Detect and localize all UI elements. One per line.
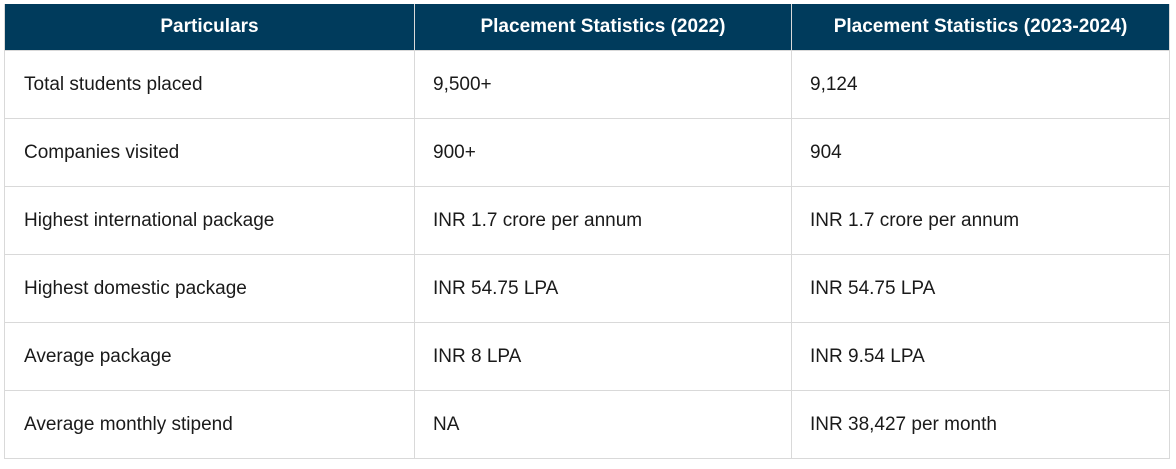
cell-2022: NA — [414, 390, 792, 459]
table-row: Total students placed 9,500+ 9,124 — [4, 50, 1170, 119]
table-header: Particulars Placement Statistics (2022) … — [4, 4, 1170, 51]
row-label: Companies visited — [4, 118, 415, 187]
row-label: Average package — [4, 322, 415, 391]
cell-2022: 900+ — [414, 118, 792, 187]
table-row: Highest international package INR 1.7 cr… — [4, 186, 1170, 255]
header-particulars: Particulars — [4, 4, 415, 51]
cell-2023-2024: 904 — [791, 118, 1170, 187]
placement-statistics-table-container: Particulars Placement Statistics (2022) … — [4, 4, 1170, 459]
row-label: Highest international package — [4, 186, 415, 255]
cell-2023-2024: INR 9.54 LPA — [791, 322, 1170, 391]
table-row: Average monthly stipend NA INR 38,427 pe… — [4, 390, 1170, 459]
header-placement-2022: Placement Statistics (2022) — [414, 4, 792, 51]
table-body: Total students placed 9,500+ 9,124 Compa… — [4, 50, 1170, 459]
cell-2022: INR 8 LPA — [414, 322, 792, 391]
row-label: Highest domestic package — [4, 254, 415, 323]
cell-2022: INR 1.7 crore per annum — [414, 186, 792, 255]
cell-2022: INR 54.75 LPA — [414, 254, 792, 323]
header-row: Particulars Placement Statistics (2022) … — [4, 4, 1170, 51]
cell-2023-2024: 9,124 — [791, 50, 1170, 119]
header-placement-2023-2024: Placement Statistics (2023-2024) — [791, 4, 1170, 51]
row-label: Total students placed — [4, 50, 415, 119]
table-row: Companies visited 900+ 904 — [4, 118, 1170, 187]
cell-2023-2024: INR 54.75 LPA — [791, 254, 1170, 323]
table-row: Highest domestic package INR 54.75 LPA I… — [4, 254, 1170, 323]
cell-2023-2024: INR 1.7 crore per annum — [791, 186, 1170, 255]
cell-2023-2024: INR 38,427 per month — [791, 390, 1170, 459]
table-row: Average package INR 8 LPA INR 9.54 LPA — [4, 322, 1170, 391]
placement-statistics-table: Particulars Placement Statistics (2022) … — [4, 4, 1170, 459]
cell-2022: 9,500+ — [414, 50, 792, 119]
row-label: Average monthly stipend — [4, 390, 415, 459]
